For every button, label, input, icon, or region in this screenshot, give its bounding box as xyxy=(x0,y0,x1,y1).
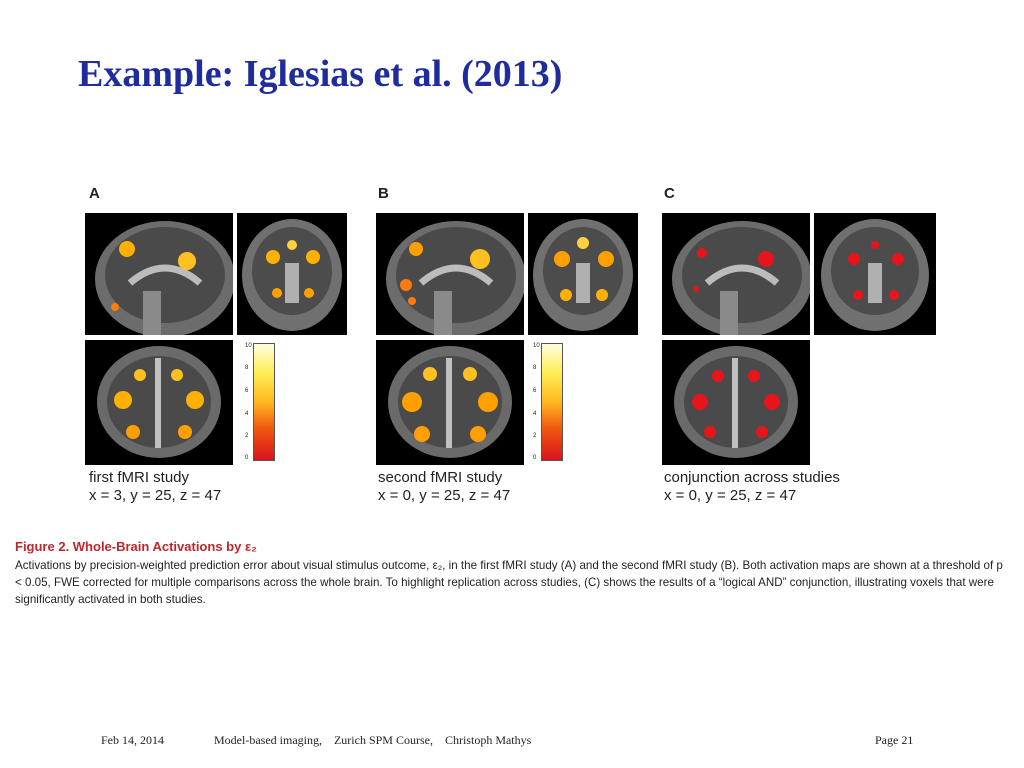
brain-activation-figure: A xyxy=(85,185,945,625)
slide-title: Example: Iglesias et al. (2013) xyxy=(78,53,563,95)
study-name-a: first fMRI study xyxy=(89,469,190,486)
coordinates-a: x = 3, y = 25, z = 47 xyxy=(89,487,222,504)
panel-letter-b: B xyxy=(378,185,389,202)
study-name-b: second fMRI study xyxy=(378,469,503,486)
caption-title: Figure 2. Whole-Brain Activations by ε₂ xyxy=(15,539,257,554)
colorbar-ticks-b: 10 8 6 4 2 0 xyxy=(533,343,540,461)
sagittal-slice-a xyxy=(85,213,233,335)
colorbar-b xyxy=(541,343,563,461)
caption-body: Activations by precision-weighted predic… xyxy=(15,559,1003,606)
study-label-b: second fMRI study x = 0, y = 25, z = 47 xyxy=(378,469,510,505)
coordinates-b: x = 0, y = 25, z = 47 xyxy=(378,487,511,504)
panel-letter-a: A xyxy=(89,185,100,202)
coronal-slice-b xyxy=(528,213,638,335)
footer-page-number: Page 21 xyxy=(875,733,914,747)
axial-slice-b xyxy=(376,340,524,465)
study-label-a: first fMRI study x = 3, y = 25, z = 47 xyxy=(89,469,221,505)
axial-slice-c xyxy=(662,340,810,465)
study-label-c: conjunction across studies x = 0, y = 25… xyxy=(664,469,840,505)
colorbar-ticks-a: 10 8 6 4 2 0 xyxy=(245,343,252,461)
study-name-c: conjunction across studies xyxy=(664,469,840,486)
footer-date: Feb 14, 2014 xyxy=(101,733,164,747)
coronal-slice-a xyxy=(237,213,347,335)
coordinates-c: x = 0, y = 25, z = 47 xyxy=(664,487,797,504)
footer-course: Model-based imaging, Zurich SPM Course, … xyxy=(214,733,532,747)
sagittal-slice-c xyxy=(662,213,810,335)
panel-letter-c: C xyxy=(664,185,675,202)
figure-caption: Figure 2. Whole-Brain Activations by ε₂ … xyxy=(15,538,1011,608)
colorbar-a xyxy=(253,343,275,461)
coronal-slice-c xyxy=(814,213,936,335)
axial-slice-a xyxy=(85,340,233,465)
sagittal-slice-b xyxy=(376,213,524,335)
